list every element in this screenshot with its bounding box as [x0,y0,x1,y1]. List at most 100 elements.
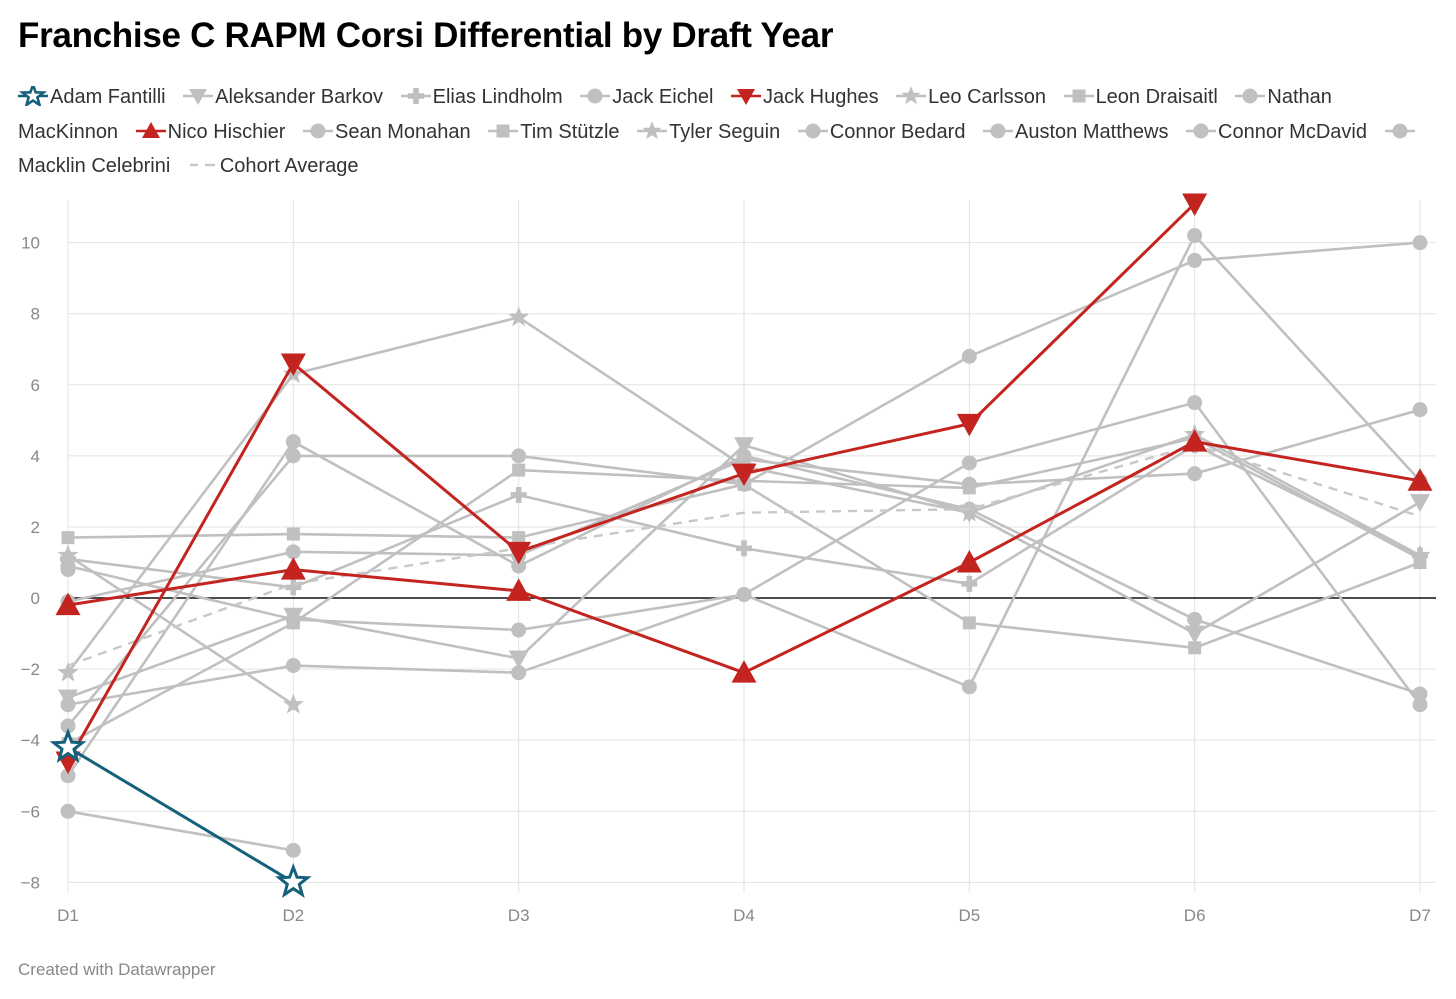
legend-label: Jack Hughes [762,86,879,108]
data-point-sean-monahan [60,768,76,784]
series-line-adam-fantilli [67,746,295,884]
data-point-nico-hischier [731,660,757,683]
y-tick-label: −2 [21,660,40,679]
data-point-leo-carlsson [282,693,304,714]
data-point-connor-mcdavid [961,679,977,695]
legend-item-jack-hughes: Jack Hughes [730,86,879,108]
data-point-adam-fantilli [49,728,87,763]
data-point-sean-monahan [511,558,527,574]
data-point-leon-draisaitl [1188,641,1202,655]
legend-marker-elias-lindholm [400,88,431,104]
y-tick-label: 2 [31,518,40,537]
series-connor-mcdavid [60,228,1428,695]
series-leo-carlsson [57,544,304,714]
footer-credit: Created with Datawrapper [18,960,216,979]
legend-label: Auston Matthews [1015,120,1169,143]
data-point-auston-matthews [511,665,527,681]
y-tick-label: 10 [21,234,40,253]
data-point-auston-matthews [1187,395,1203,411]
legend-marker-nico-hischier [135,121,166,138]
legend-marker-jack-hughes [730,89,761,105]
x-tick-label: D5 [958,906,980,925]
legend-item-jack-eichel: Jack Eichel [580,86,713,108]
data-point-jack-hughes [506,541,532,565]
y-tick-label: 4 [31,447,40,466]
legend-item-macklin-celebrini: Macklin Celebrini [18,121,1417,177]
legend-item-nathan-mackinnon: Nathan MacKinnon [18,86,1332,143]
legend-label: Nico Hischier [167,120,286,143]
legend-label: Nathan MacKinnon [18,86,1332,143]
data-point-connor-bedard [60,803,76,819]
data-point-tim-stutzle [962,481,976,495]
data-point-connor-mcdavid [1187,228,1203,244]
data-point-auston-matthews [961,455,977,471]
data-point-nathan-mackinnon [1412,235,1428,251]
data-point-nathan-mackinnon [511,448,527,464]
data-point-nathan-mackinnon [961,348,977,364]
y-tick-label: 8 [31,305,40,324]
data-point-nico-hischier [506,578,532,601]
data-point-tyler-seguin [57,661,79,682]
data-point-tim-stutzle [512,463,526,477]
data-point-jack-eichel [285,544,301,560]
legend-item-cohort-average: Cohort Average [188,155,359,177]
legend-label: Adam Fantilli [50,86,166,108]
data-point-elias-lindholm [961,575,978,592]
data-point-jack-hughes [731,463,757,487]
legend-label: Tim Stützle [520,120,620,143]
legend-item-nico-hischier: Nico Hischier [135,120,286,143]
data-point-jack-eichel [1412,402,1428,418]
legend-label: Leon Draisaitl [1095,86,1218,108]
data-point-auston-matthews [1412,697,1428,713]
legend-label: Macklin Celebrini [18,155,171,177]
legend-label: Tyler Seguin [669,120,781,143]
data-point-aleksander-barkov [734,437,754,456]
legend-label: Connor McDavid [1218,120,1367,143]
legend-item-connor-mcdavid: Connor McDavid [1186,121,1367,143]
data-point-elias-lindholm [510,486,527,503]
data-point-nico-hischier [1182,429,1208,452]
y-tick-label: −4 [21,731,40,750]
data-point-sean-monahan [1187,611,1203,627]
data-point-tyler-seguin [1409,544,1431,565]
legend-item-connor-bedard: Connor Bedard [797,121,965,143]
legend-marker-adam-fantilli [18,86,48,106]
legend-label: Sean Monahan [335,120,471,143]
series-line-leo-carlsson [67,554,295,706]
legend-item-tim-stutzle: Tim Stützle [488,120,620,143]
legend-marker-leo-carlsson [896,86,927,105]
series-line-connor-bedard [67,810,294,852]
legend-label: Cohort Average [219,155,359,177]
data-point-jack-hughes [1182,193,1208,217]
y-tick-label: −8 [21,873,40,892]
legend-marker-sean-monahan [303,123,333,138]
x-tick-label: D6 [1184,906,1206,925]
series-connor-bedard [60,803,301,858]
legend-marker-cohort-average [189,163,215,167]
x-tick-label: D1 [57,906,79,925]
data-point-connor-mcdavid [285,611,301,627]
legend-marker-leon-draisaitl [1063,89,1094,103]
x-tick-label: D2 [282,906,304,925]
legend-item-elias-lindholm: Elias Lindholm [400,86,563,108]
data-point-elias-lindholm [285,579,302,596]
x-tick-label: D7 [1409,906,1431,925]
legend: Adam Fantilli Aleksander Barkov Elias Li… [18,80,1438,184]
data-point-leon-draisaitl [61,531,75,545]
legend-label: Jack Eichel [612,86,714,108]
legend-marker-tim-stutzle [488,124,519,137]
series-jack-hughes [55,193,1208,775]
data-point-leo-carlsson [57,544,79,565]
x-tick-label: D3 [508,906,530,925]
data-point-nico-hischier [55,592,81,616]
data-point-nathan-mackinnon [60,718,76,734]
data-point-connor-bedard [285,842,301,858]
data-point-adam-fantilli [275,863,312,898]
series-nico-hischier [55,429,1433,683]
data-point-tyler-seguin [508,306,530,327]
data-point-leon-draisaitl [512,531,526,545]
data-point-jack-hughes [280,353,306,376]
data-point-aleksander-barkov [1184,625,1205,644]
y-tick-label: 6 [31,376,40,395]
